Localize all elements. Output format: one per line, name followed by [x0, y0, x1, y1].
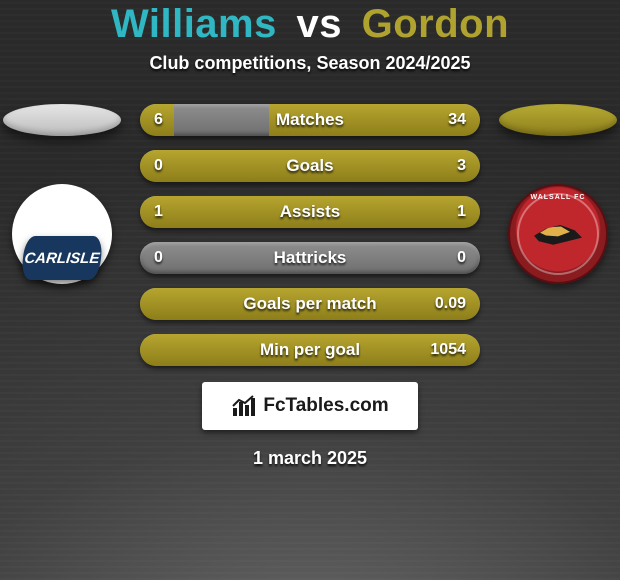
date-text: 1 march 2025: [253, 448, 367, 469]
right-club-badge-label: WALSALL FC: [531, 194, 586, 201]
stat-value-left: 1: [154, 203, 163, 221]
stat-label: Goals: [286, 156, 333, 176]
stat-label: Hattricks: [274, 248, 347, 268]
right-side: WALSALL FC: [498, 104, 618, 284]
stat-value-right: 1: [457, 203, 466, 221]
stat-bars: 6 Matches 34 0 Goals 3 1 Assists 1 0 Hattricks 0 Goa…: [140, 104, 480, 366]
left-side: CARLISLE: [2, 104, 122, 284]
stat-label: Goals per match: [243, 294, 376, 314]
vs-text: vs: [297, 2, 343, 46]
stat-label: Min per goal: [260, 340, 360, 360]
stat-value-left: 6: [154, 111, 163, 129]
stat-value-right: 0: [457, 249, 466, 267]
stat-label: Matches: [276, 110, 344, 130]
stat-bar: 0 Goals 3: [140, 150, 480, 182]
stat-bar: 0 Hattricks 0: [140, 242, 480, 274]
stat-value-right: 34: [448, 111, 466, 129]
stat-bar: Goals per match 0.09: [140, 288, 480, 320]
stat-bar: 1 Assists 1: [140, 196, 480, 228]
right-club-badge: WALSALL FC: [508, 184, 608, 284]
left-oval-icon: [3, 104, 121, 136]
stat-bar: 6 Matches 34: [140, 104, 480, 136]
stat-value-right: 1054: [430, 341, 466, 359]
swift-bird-icon: [534, 216, 582, 252]
brand-text: FcTables.com: [263, 395, 388, 417]
stat-value-right: 0.09: [435, 295, 466, 313]
page-title: Williams vs Gordon: [111, 2, 509, 47]
comparison-card: Williams vs Gordon Club competitions, Se…: [0, 0, 620, 580]
stat-value-left: 0: [154, 157, 163, 175]
subtitle: Club competitions, Season 2024/2025: [149, 53, 470, 74]
stat-label: Assists: [280, 202, 340, 222]
brand-box: FcTables.com: [202, 382, 418, 430]
left-club-badge: CARLISLE: [12, 184, 112, 284]
stat-bar: Min per goal 1054: [140, 334, 480, 366]
comparison-body: CARLISLE 6 Matches 34 0 Goals 3 1 Assists 1 0 Hatt…: [0, 104, 620, 366]
left-club-badge-label: CARLISLE: [21, 236, 104, 280]
player-left-name: Williams: [111, 2, 277, 46]
stat-value-left: 0: [154, 249, 163, 267]
right-oval-icon: [499, 104, 617, 136]
stat-value-right: 3: [457, 157, 466, 175]
brand-chart-icon: [231, 394, 257, 418]
player-right-name: Gordon: [362, 2, 509, 46]
